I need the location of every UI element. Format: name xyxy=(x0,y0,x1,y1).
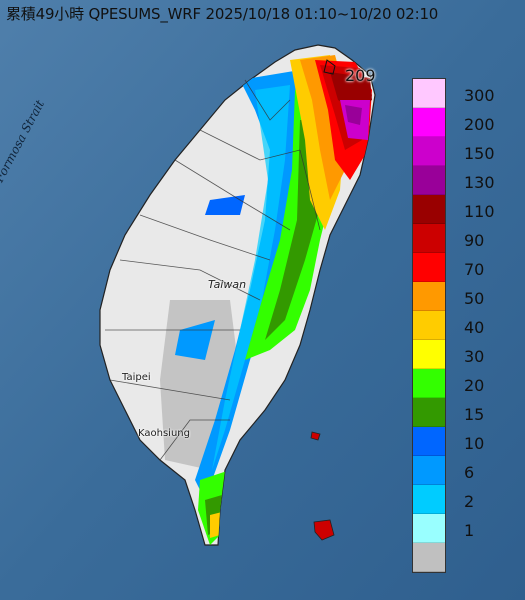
legend-swatch xyxy=(413,137,445,166)
orchid-island xyxy=(313,519,335,541)
legend-value: 300 xyxy=(464,86,495,105)
legend-value: 2 xyxy=(464,492,475,511)
legend-value: 6 xyxy=(464,463,475,482)
legend-swatch xyxy=(413,514,445,543)
kaohsiung-label: Kaohsiung xyxy=(138,428,190,439)
legend-swatch xyxy=(413,398,445,427)
legend-swatch xyxy=(413,224,445,253)
max-marker xyxy=(323,59,336,75)
legend-value: 1 xyxy=(464,521,475,540)
legend-value: 110 xyxy=(464,202,495,221)
legend-swatch xyxy=(413,311,445,340)
legend-value: 20 xyxy=(464,376,485,395)
rainfall-overlay xyxy=(160,55,372,545)
legend-swatch xyxy=(413,108,445,137)
county-boundaries xyxy=(105,79,321,461)
legend-swatch xyxy=(413,543,445,572)
legend-value: 150 xyxy=(464,144,495,163)
legend-swatch xyxy=(413,253,445,282)
legend-value: 200 xyxy=(464,115,495,134)
taiwan-label: Taiwan xyxy=(208,278,247,291)
legend-swatch xyxy=(413,369,445,398)
max-value-label: 209 xyxy=(345,66,376,85)
map-title: 累積49小時 QPESUMS_WRF 2025/10/18 01:10~10/2… xyxy=(6,5,439,23)
legend-value: 15 xyxy=(464,405,485,424)
green-island xyxy=(310,431,321,441)
legend-value: 50 xyxy=(464,289,485,308)
color-legend xyxy=(412,78,446,573)
legend-value: 30 xyxy=(464,347,485,366)
legend-swatch xyxy=(413,427,445,456)
legend-value: 70 xyxy=(464,260,485,279)
legend-swatch xyxy=(413,282,445,311)
legend-swatch xyxy=(413,456,445,485)
legend-swatch xyxy=(413,79,445,108)
legend-value: 90 xyxy=(464,231,485,250)
legend-swatch xyxy=(413,195,445,224)
legend-value: 10 xyxy=(464,434,485,453)
legend-swatch xyxy=(413,166,445,195)
legend-value: 130 xyxy=(464,173,495,192)
taipei-label: Taipei xyxy=(122,372,151,383)
legend-swatch xyxy=(413,485,445,514)
legend-value: 40 xyxy=(464,318,485,337)
legend-swatch xyxy=(413,340,445,369)
